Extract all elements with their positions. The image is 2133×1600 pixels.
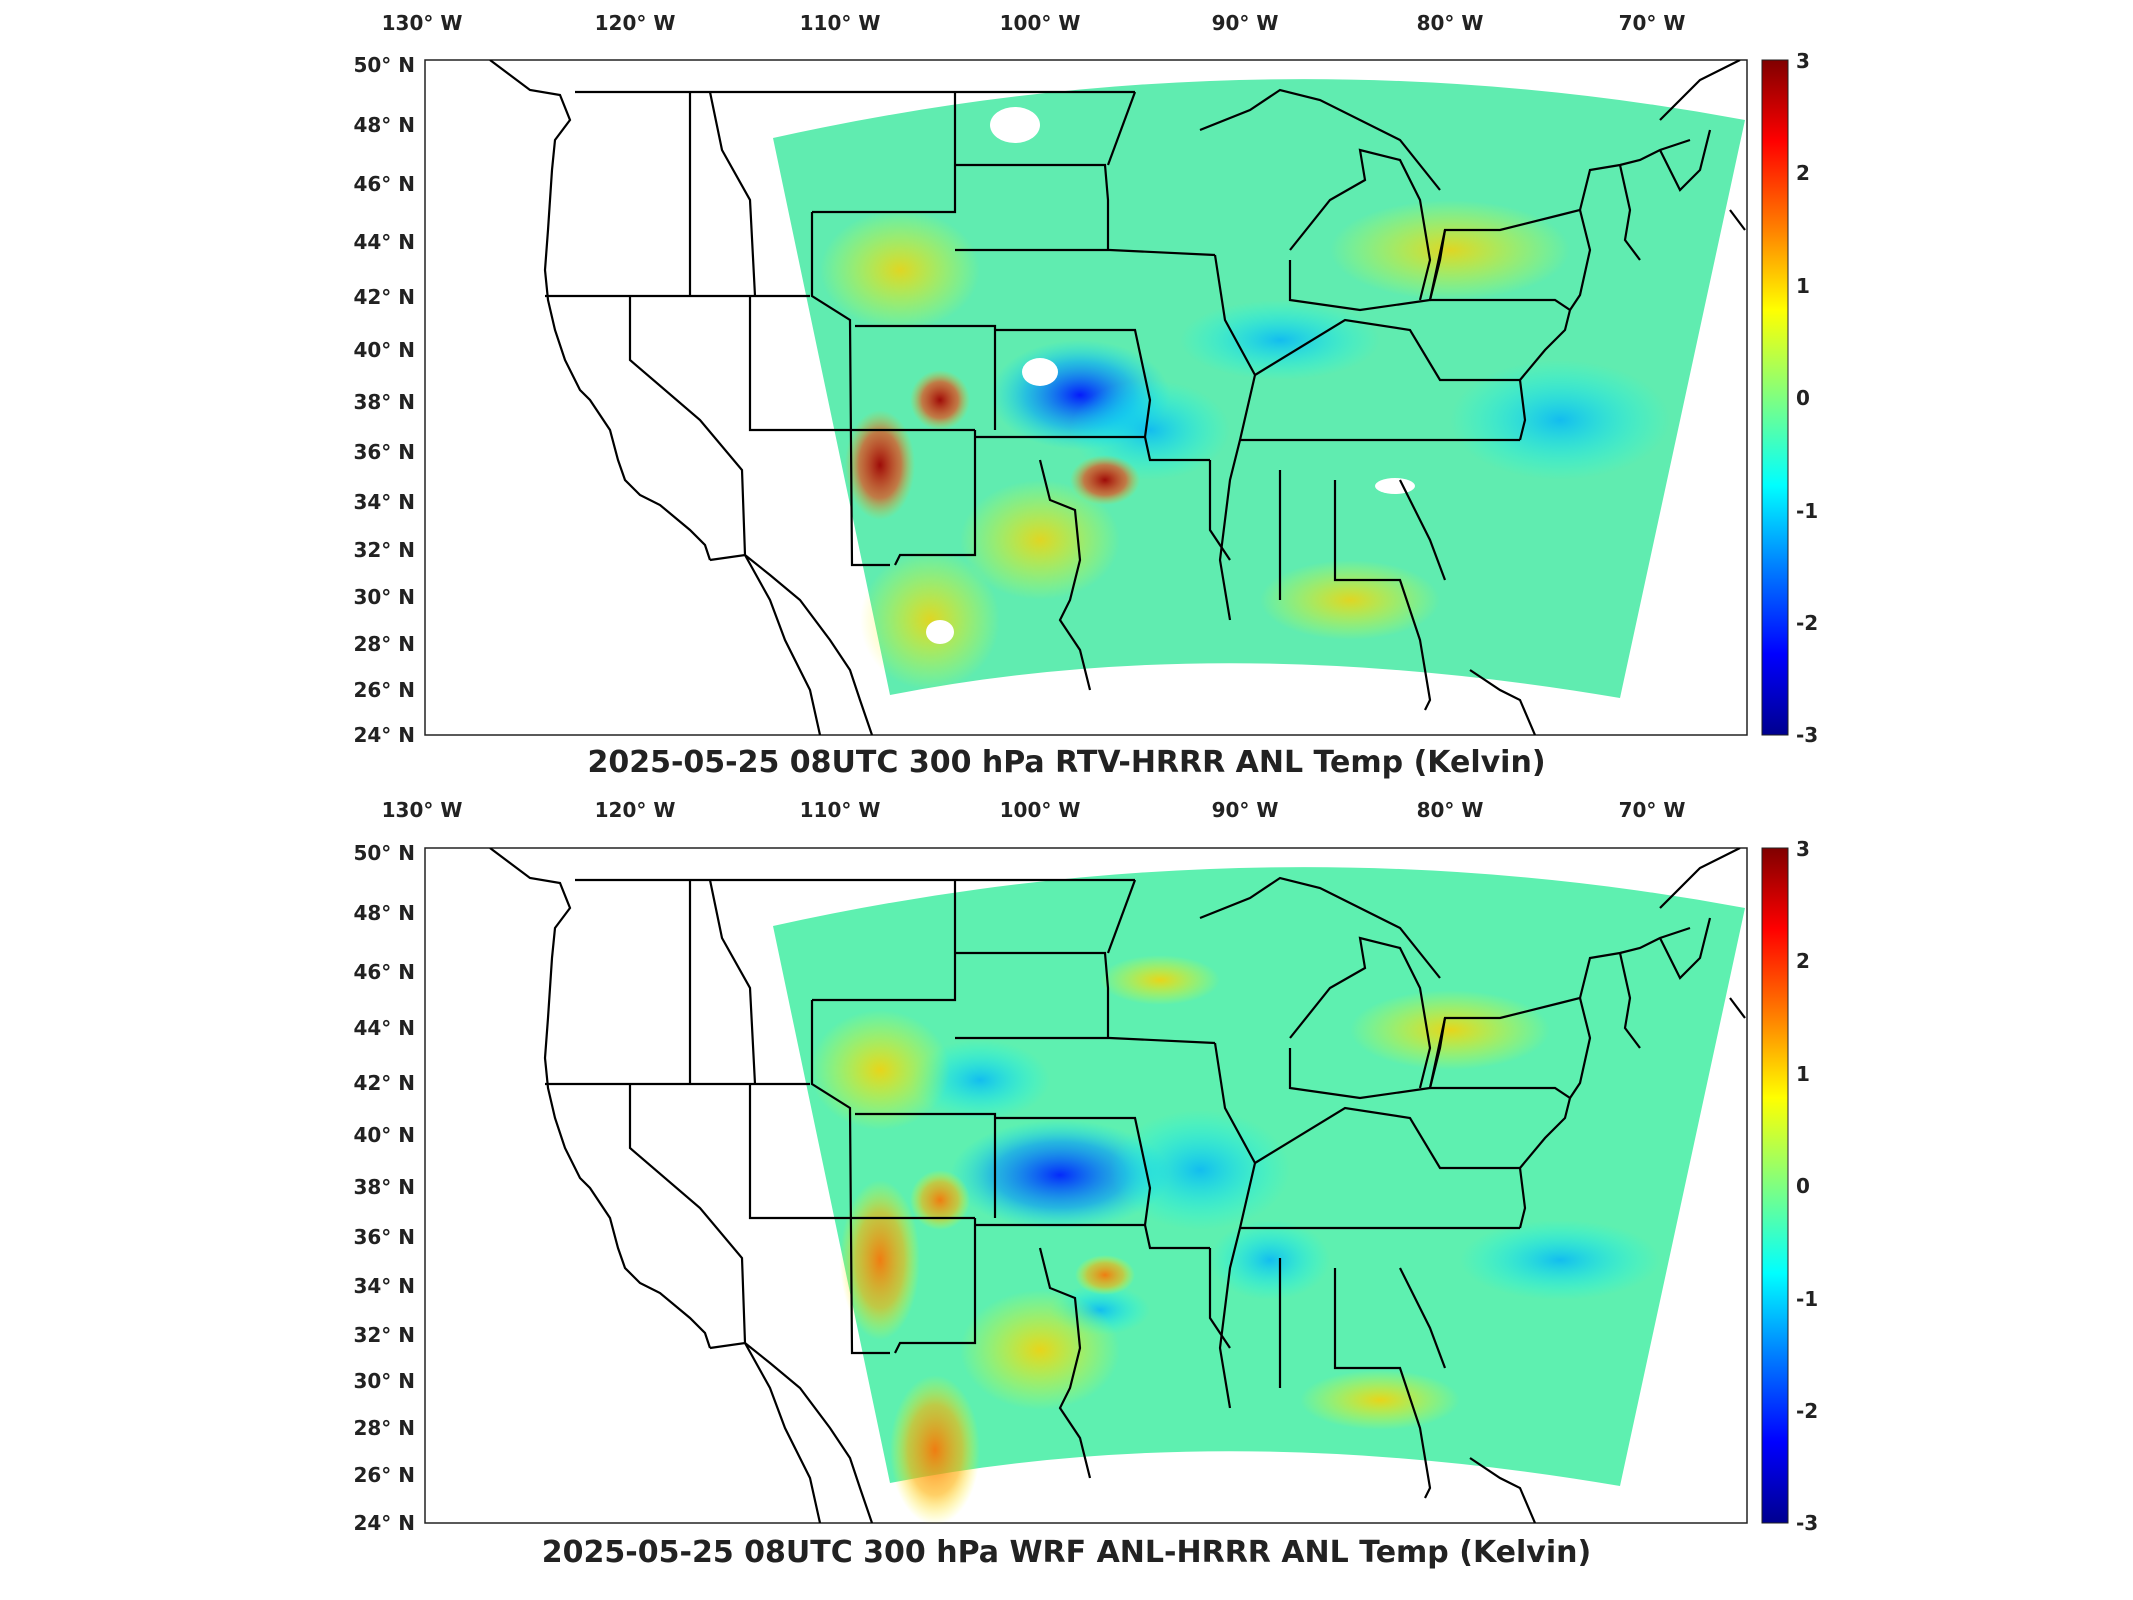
lat-label-44n: 44° N [353,1016,415,1040]
lat-label-32n: 32° N [353,538,415,562]
colorbar-tick-0: 0 [1796,1174,1810,1198]
colorbar-tick-neg3: -3 [1796,1511,1818,1535]
lat-label-50n: 50° N [353,53,415,77]
lat-label-40n: 40° N [353,338,415,362]
lon-label-90w: 90° W [1212,798,1279,822]
lat-labels: 50° N 48° N 46° N 44° N 42° N 40° N 38° … [353,53,415,747]
colorbar-bottom: 3 2 1 0 -1 -2 -3 [1761,837,1818,1535]
lat-label-42n: 42° N [353,285,415,309]
map-panel-bottom: 50° N 48° N 46° N 44° N 42° N 40° N 38° … [0,790,2133,1600]
lon-labels: 130° W 120° W 110° W 100° W 90° W 80° W … [382,11,1686,35]
colorbar-tick-neg2: -2 [1796,611,1818,635]
colorbar-tick-2: 2 [1796,161,1810,185]
lat-label-44n: 44° N [353,230,415,254]
lat-label-42n: 42° N [353,1071,415,1095]
lat-label-30n: 30° N [353,585,415,609]
lat-label-38n: 38° N [353,1175,415,1199]
colorbar-tick-2: 2 [1796,949,1810,973]
colorbar-tick-neg1: -1 [1796,499,1818,523]
lon-label-100w: 100° W [1000,798,1081,822]
lon-label-70w: 70° W [1619,11,1686,35]
colorbar-tick-1: 1 [1796,1062,1810,1086]
map-title-top: 2025-05-25 08UTC 300 hPa RTV-HRRR ANL Te… [587,745,1546,780]
colorbar-gradient [1761,59,1789,736]
lat-label-32n: 32° N [353,1323,415,1347]
lat-label-24n: 24° N [353,1511,415,1535]
lat-label-46n: 46° N [353,172,415,196]
lon-label-110w: 110° W [800,11,881,35]
lat-label-50n: 50° N [353,841,415,865]
colorbar-tick-3: 3 [1796,49,1810,73]
colorbar-tick-1: 1 [1796,274,1810,298]
colorbar-tick-neg1: -1 [1796,1287,1818,1311]
map-figure-top: 50° N 48° N 46° N 44° N 42° N 40° N 38° … [353,11,1818,747]
map-figure-bottom: 50° N 48° N 46° N 44° N 42° N 40° N 38° … [353,798,1818,1535]
temperature-field [773,867,1745,1523]
lat-label-26n: 26° N [353,678,415,702]
lat-label-36n: 36° N [353,1225,415,1249]
lon-label-120w: 120° W [595,798,676,822]
colorbar-top: 3 2 1 0 -1 -2 -3 [1761,49,1818,747]
lon-label-130w: 130° W [382,798,463,822]
lat-label-28n: 28° N [353,1416,415,1440]
coastline-borders [489,60,1746,735]
lat-label-34n: 34° N [353,490,415,514]
lat-label-48n: 48° N [353,113,415,137]
lon-label-80w: 80° W [1417,798,1484,822]
lat-label-24n: 24° N [353,723,415,747]
lon-label-100w: 100° W [1000,11,1081,35]
lat-label-36n: 36° N [353,440,415,464]
temperature-field [773,79,1745,698]
lat-labels: 50° N 48° N 46° N 44° N 42° N 40° N 38° … [353,841,415,1535]
colorbar-tick-0: 0 [1796,386,1810,410]
lon-label-120w: 120° W [595,11,676,35]
lat-label-34n: 34° N [353,1274,415,1298]
lat-label-30n: 30° N [353,1369,415,1393]
lon-label-90w: 90° W [1212,11,1279,35]
lat-label-28n: 28° N [353,632,415,656]
map-title-bottom: 2025-05-25 08UTC 300 hPa WRF ANL-HRRR AN… [541,1535,1592,1570]
colorbar-tick-neg2: -2 [1796,1399,1818,1423]
lon-labels: 130° W 120° W 110° W 100° W 90° W 80° W … [382,798,1686,822]
lon-label-70w: 70° W [1619,798,1686,822]
colorbar-tick-3: 3 [1796,837,1810,861]
lat-label-26n: 26° N [353,1463,415,1487]
lat-label-40n: 40° N [353,1123,415,1147]
lat-label-48n: 48° N [353,901,415,925]
lat-label-38n: 38° N [353,390,415,414]
lat-label-46n: 46° N [353,960,415,984]
colorbar-gradient [1761,847,1789,1524]
lon-label-110w: 110° W [800,798,881,822]
coastline-borders [489,848,1746,1523]
lon-label-80w: 80° W [1417,11,1484,35]
lon-label-130w: 130° W [382,11,463,35]
map-panel-top: 50° N 48° N 46° N 44° N 42° N 40° N 38° … [0,0,2133,790]
colorbar-tick-neg3: -3 [1796,723,1818,747]
